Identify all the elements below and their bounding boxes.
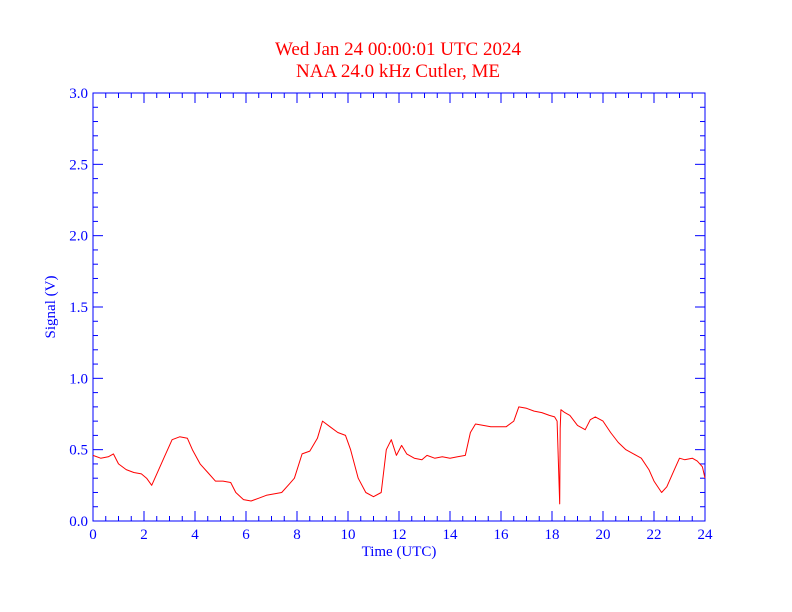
x-tick-label: 18 xyxy=(545,527,560,543)
x-tick-label: 20 xyxy=(596,527,611,543)
x-axis-label: Time (UTC) xyxy=(362,544,437,560)
x-tick-label: 12 xyxy=(392,527,407,543)
x-tick-label: 2 xyxy=(140,527,148,543)
y-axis-label: Signal (V) xyxy=(43,276,59,339)
x-tick-label: 8 xyxy=(293,527,301,543)
y-tick-label: 0.5 xyxy=(69,443,88,459)
plot-frame xyxy=(92,92,706,522)
signal-series-line xyxy=(92,406,706,505)
y-tick-label: 3.0 xyxy=(69,86,88,102)
x-tick-label: 0 xyxy=(89,527,97,543)
chart-title: Wed Jan 24 00:00:01 UTC 2024 xyxy=(275,39,521,60)
y-tick-label: 1.0 xyxy=(69,371,88,387)
axis-ticks xyxy=(92,92,706,522)
x-tick-label: 4 xyxy=(191,527,199,543)
chart-subtitle: NAA 24.0 kHz Cutler, ME xyxy=(296,61,500,82)
x-tick-label: 24 xyxy=(698,527,714,543)
y-tick-label: 2.0 xyxy=(69,229,88,245)
series-layer xyxy=(92,406,706,505)
x-tick-label: 6 xyxy=(242,527,250,543)
y-tick-label: 1.5 xyxy=(69,300,88,316)
x-tick-label: 10 xyxy=(341,527,356,543)
y-tick-label: 2.5 xyxy=(69,157,88,173)
x-tick-label: 14 xyxy=(443,527,459,543)
x-tick-labels: 0 2 4 6 8 10 12 14 16 18 20 22 24 xyxy=(89,527,713,543)
x-tick-label: 22 xyxy=(647,527,662,543)
x-tick-label: 16 xyxy=(494,527,510,543)
y-tick-labels: 0.0 0.5 1.0 1.5 2.0 2.5 3.0 xyxy=(69,86,88,530)
y-tick-label: 0.0 xyxy=(69,514,88,530)
